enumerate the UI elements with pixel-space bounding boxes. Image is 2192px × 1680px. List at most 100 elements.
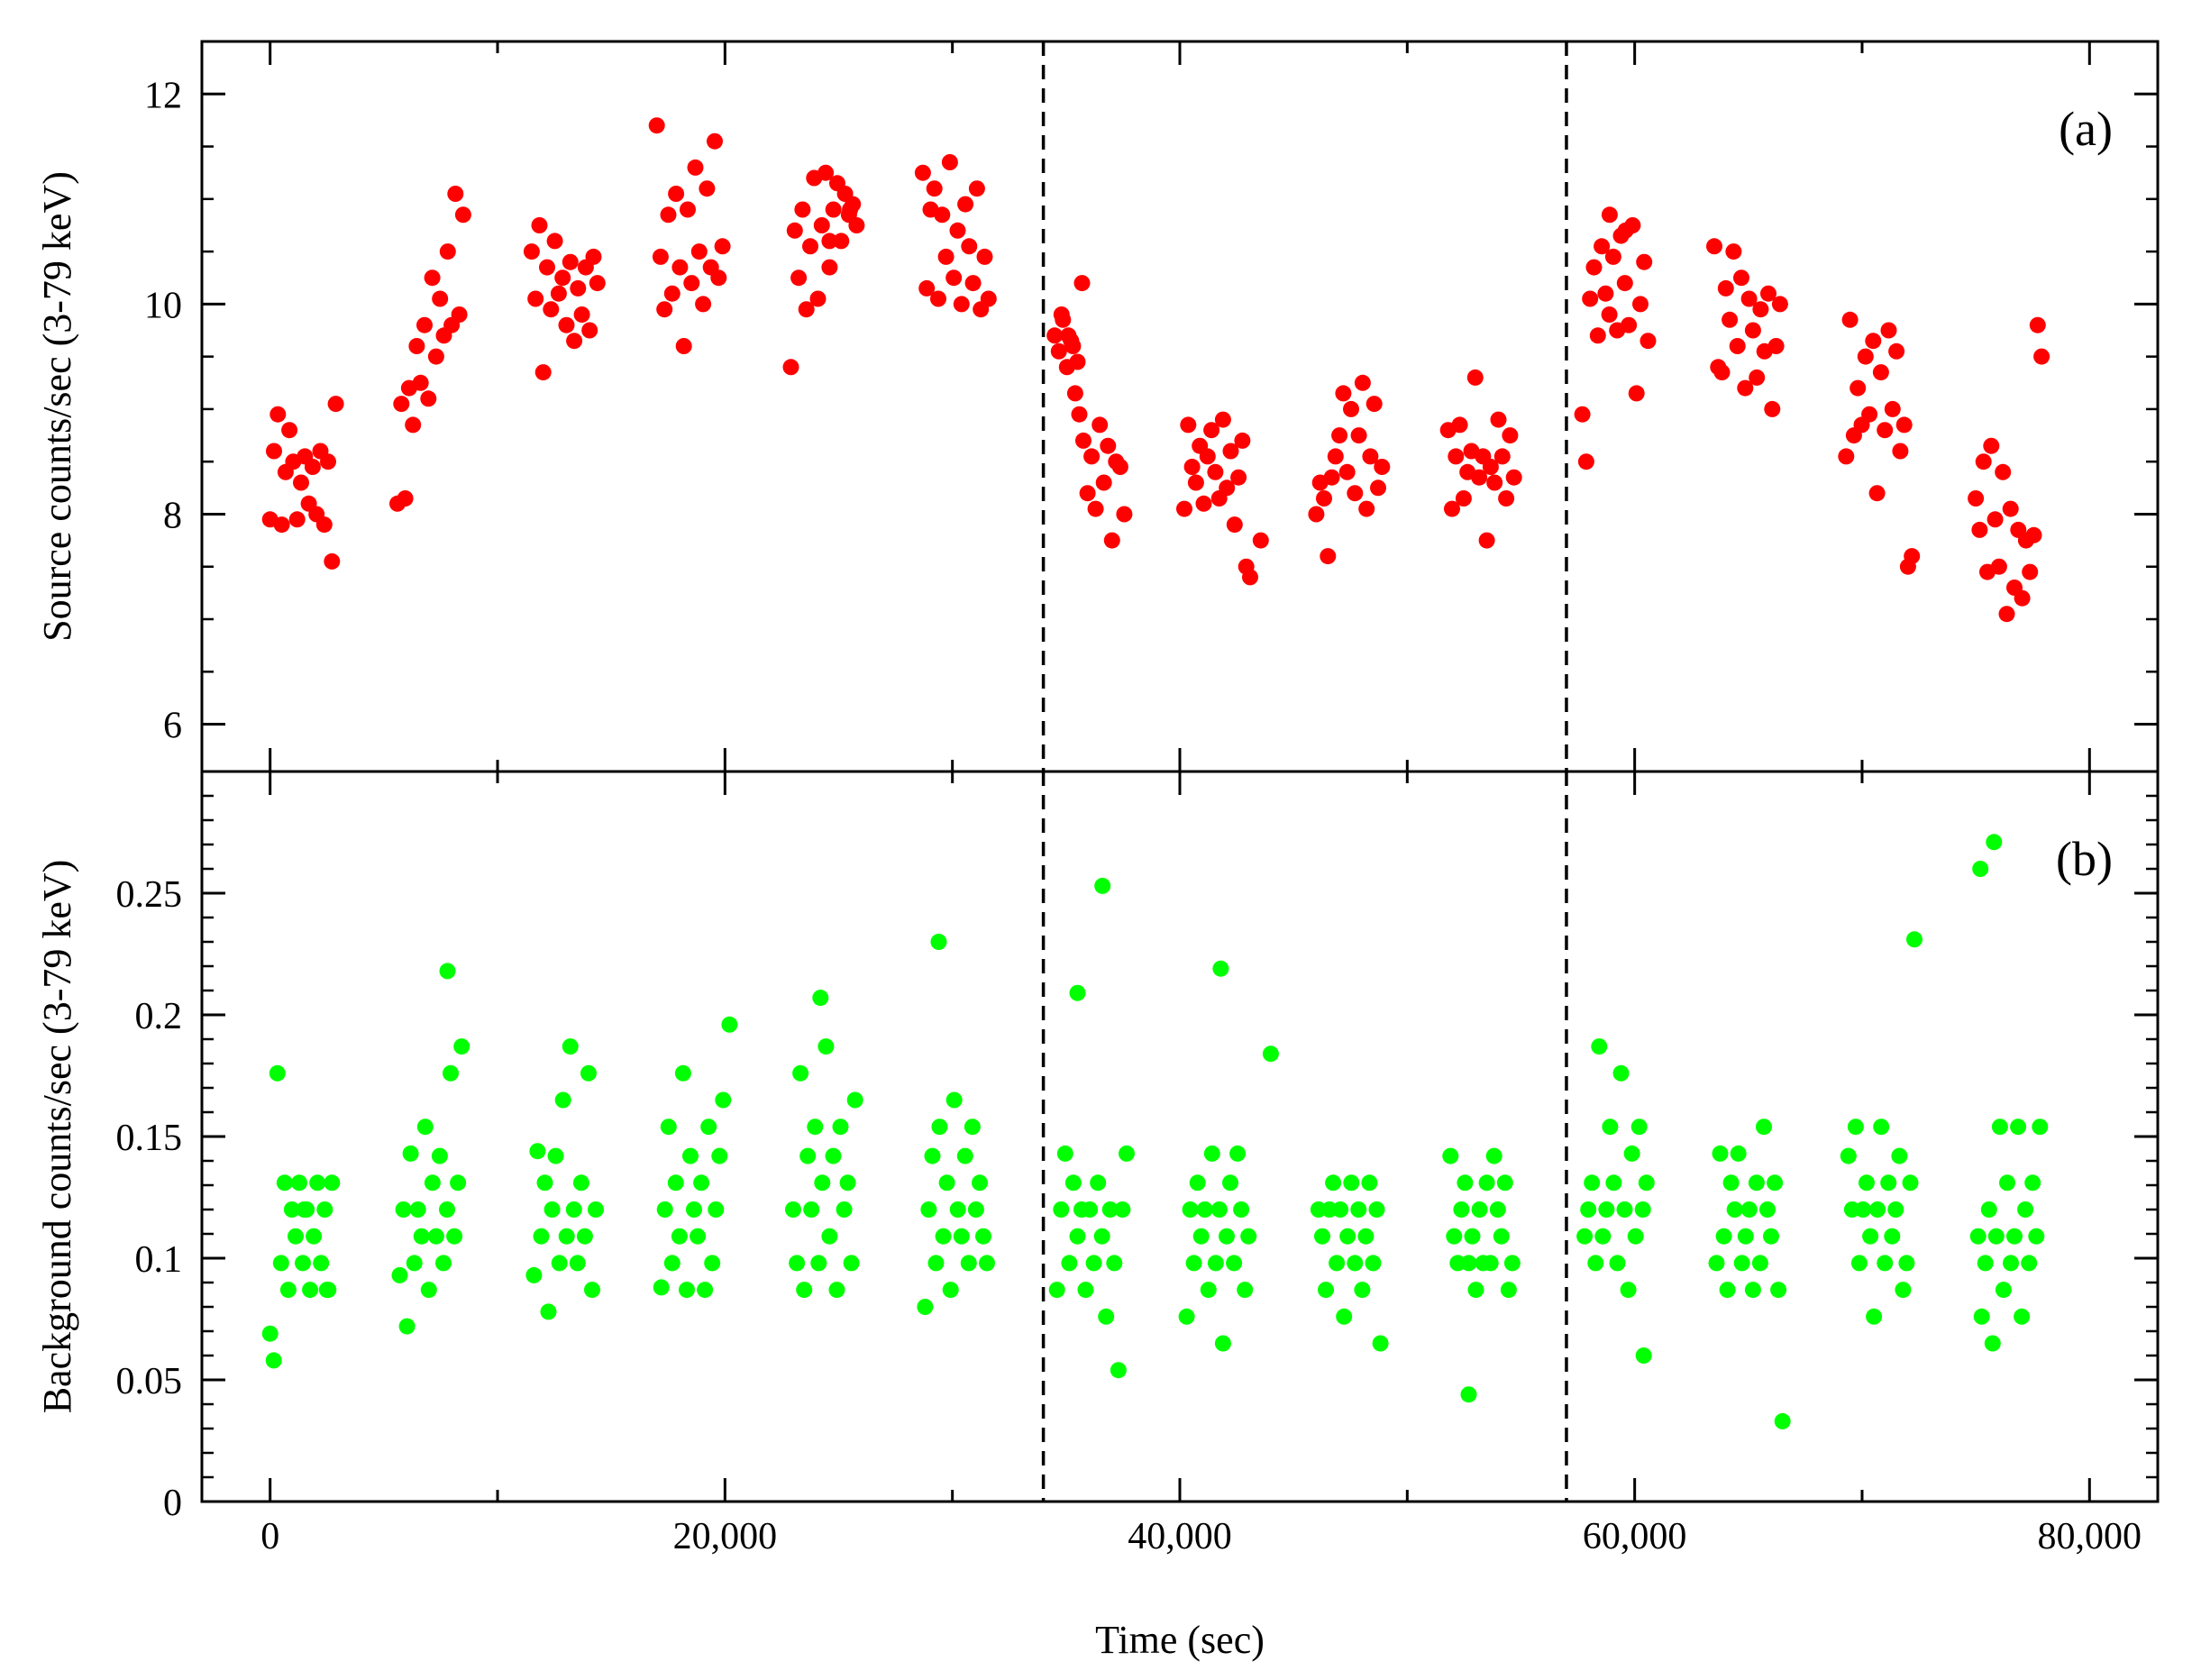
data-point <box>1203 422 1220 439</box>
data-point <box>927 1255 945 1272</box>
data-point <box>648 117 665 134</box>
data-point <box>914 164 931 181</box>
data-point <box>1192 1228 1210 1245</box>
data-point <box>1865 333 1882 350</box>
data-point <box>1873 1118 1890 1136</box>
data-point <box>789 1255 806 1272</box>
data-point <box>1767 338 1785 354</box>
data-point <box>674 1064 691 1082</box>
data-point <box>976 248 993 265</box>
data-point <box>1064 1174 1082 1192</box>
data-point <box>1880 1174 1897 1192</box>
data-point <box>1500 1282 1517 1299</box>
data-point <box>711 1147 728 1164</box>
data-point <box>1763 1228 1779 1245</box>
data-point <box>1110 1362 1127 1379</box>
data-point <box>550 285 567 302</box>
data-point <box>1212 960 1229 977</box>
data-point <box>1222 1174 1238 1192</box>
data-point <box>1973 1308 1990 1325</box>
data-point <box>1350 427 1367 444</box>
data-point <box>1862 1228 1879 1245</box>
data-point <box>1207 1255 1224 1272</box>
data-point <box>695 296 712 313</box>
panel-a-ticks <box>202 40 2158 772</box>
data-point <box>1219 479 1236 497</box>
data-point <box>1990 558 2007 575</box>
data-point <box>675 338 692 354</box>
data-point <box>1320 548 1337 565</box>
data-point <box>1584 1174 1601 1192</box>
data-point <box>1361 1174 1378 1192</box>
data-point <box>1770 1282 1787 1299</box>
data-point <box>1877 1255 1894 1272</box>
data-point <box>1365 1255 1382 1272</box>
data-point <box>1189 1174 1206 1192</box>
panel-b-label: (b) <box>2056 832 2113 886</box>
data-point <box>1620 1282 1637 1299</box>
data-point <box>1262 1045 1279 1063</box>
data-point <box>551 1255 568 1272</box>
data-point <box>265 1352 282 1369</box>
data-point <box>1737 1228 1754 1245</box>
data-point <box>1485 1147 1502 1164</box>
data-point <box>1847 1118 1864 1136</box>
data-point <box>2025 526 2042 543</box>
data-point <box>1868 485 1886 502</box>
data-point <box>446 1228 463 1245</box>
data-point <box>1446 1228 1463 1245</box>
data-point <box>543 301 560 318</box>
data-point <box>1358 500 1375 517</box>
data-point <box>1888 342 1905 360</box>
data-point <box>1095 474 1112 491</box>
data-point <box>1314 1228 1330 1245</box>
data-point <box>2022 563 2039 580</box>
data-point <box>1866 1308 1883 1325</box>
data-point <box>1895 1282 1912 1299</box>
data-point <box>1771 296 1788 313</box>
data-point <box>953 296 970 313</box>
data-point <box>803 1201 820 1218</box>
data-point <box>316 1201 333 1218</box>
data-point <box>809 290 827 307</box>
data-point <box>1729 338 1746 354</box>
data-point <box>652 248 669 265</box>
data-point <box>710 269 727 287</box>
data-point <box>1226 516 1243 534</box>
data-point <box>1195 495 1212 512</box>
data-point <box>810 1255 827 1272</box>
data-point <box>1237 1282 1254 1299</box>
data-point <box>1048 1282 1065 1299</box>
data-point <box>1354 1282 1371 1299</box>
data-point <box>917 1299 934 1315</box>
data-point <box>1182 1201 1199 1218</box>
data-point <box>536 1174 553 1192</box>
data-point <box>785 1201 801 1218</box>
data-point <box>1464 1228 1481 1245</box>
data-point <box>1185 1255 1202 1272</box>
data-point <box>2017 1201 2034 1218</box>
data-point <box>1737 379 1754 397</box>
data-point <box>1176 500 1192 517</box>
data-point <box>1482 459 1499 475</box>
data-point <box>1079 485 1096 502</box>
data-point <box>1338 463 1356 480</box>
data-point <box>318 1282 335 1299</box>
data-point <box>1902 1174 1919 1192</box>
data-point <box>687 159 704 176</box>
data-point <box>699 180 716 197</box>
data-point <box>1053 306 1070 323</box>
data-point <box>1748 1174 1765 1192</box>
data-point <box>1884 1228 1901 1245</box>
data-point <box>565 1201 582 1218</box>
data-point <box>1178 1308 1195 1325</box>
panel-b-frame <box>200 770 2160 1503</box>
data-point <box>1466 369 1484 386</box>
y-tick-label: 0.05 <box>116 1361 183 1402</box>
panel-a-frame <box>200 40 2160 773</box>
data-point <box>697 1282 714 1299</box>
data-point <box>660 206 677 224</box>
panel-b-divider-lines <box>1041 772 1568 1502</box>
data-point <box>1069 984 1086 1001</box>
data-point <box>306 1228 323 1245</box>
